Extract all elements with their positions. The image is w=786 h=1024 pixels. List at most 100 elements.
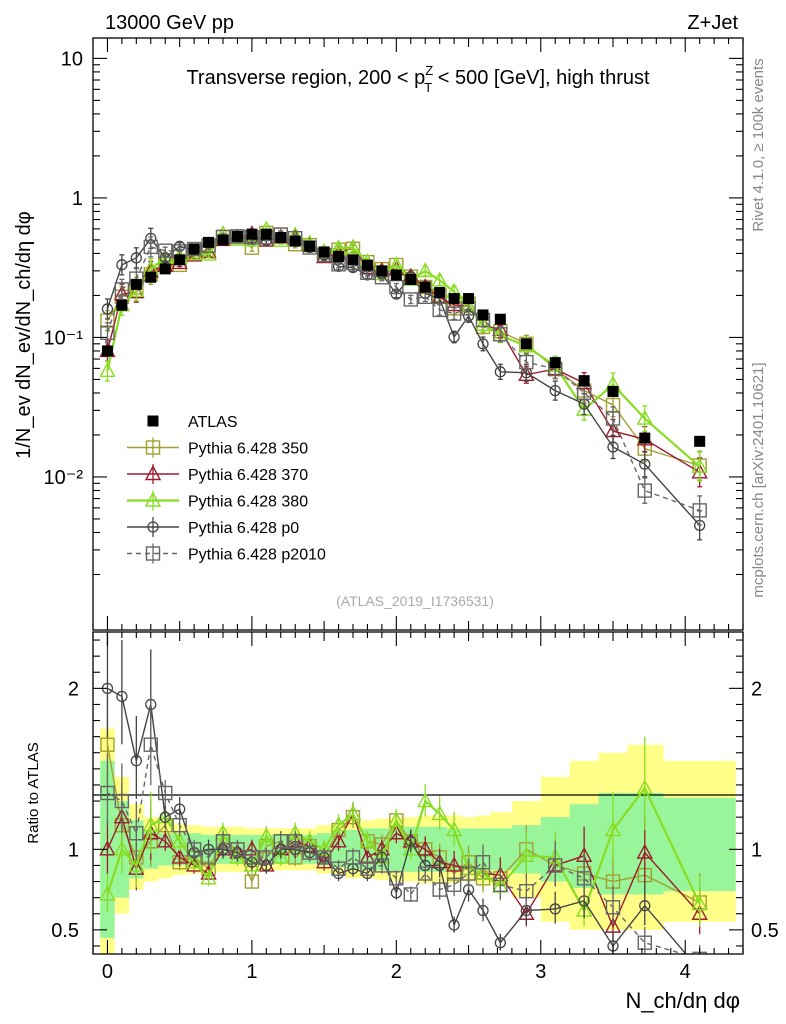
- legend-marker: [147, 415, 159, 427]
- main-series-point: [417, 262, 434, 278]
- ratio-y-tick-label-left: 1: [68, 839, 79, 861]
- ratio-series-point: [129, 826, 144, 841]
- ratio-series-point: [576, 871, 592, 886]
- main-series-point: [493, 327, 508, 342]
- ratio-series-point: [230, 842, 245, 857]
- side-notes: Rivet 4.1.0, ≥ 100k events mcplots.cern.…: [750, 58, 767, 597]
- atlas-data-point: [203, 236, 215, 248]
- legend-label: ATLAS: [188, 414, 238, 431]
- main-series-point: [639, 458, 651, 470]
- ratio-series-point: [691, 895, 708, 911]
- legend-label: Pythia 6.428 p2010: [188, 547, 326, 564]
- ratio-series-point: [636, 779, 653, 795]
- ratio-series-point: [477, 904, 489, 917]
- atlas-data-point: [260, 228, 272, 240]
- ratio-series-point: [390, 887, 402, 899]
- main-series-point: [186, 241, 202, 257]
- main-panel: 10 1 10⁻¹ 10⁻² Transverse region, 200 < pZ T…: [13, 37, 744, 631]
- main-series-point: [448, 331, 460, 343]
- ratio-series-line: [106, 812, 701, 929]
- ratio-series-point: [431, 804, 448, 821]
- ratio-series-point: [604, 821, 622, 837]
- mcplots-label: mcplots.cern.ch [arXiv:2401.10621]: [750, 362, 767, 597]
- atlas-data-points: [101, 228, 706, 447]
- main-series-point: [691, 457, 708, 473]
- ratio-series-point: [159, 811, 171, 823]
- main-series-point: [576, 385, 592, 400]
- atlas-data-point: [361, 259, 373, 271]
- ratio-series-line: [107, 687, 687, 954]
- ratio-series-point: [330, 816, 347, 832]
- main-frame: [92, 37, 744, 631]
- main-y-tick-label: 10⁻²: [44, 467, 84, 489]
- main-y-tick-label: 10⁻¹: [44, 327, 84, 349]
- ratio-series-point: [288, 834, 303, 849]
- atlas-data-point: [477, 309, 489, 321]
- main-series-line: [106, 236, 701, 526]
- atlas-data-point: [520, 338, 532, 350]
- main-series-point: [692, 503, 707, 518]
- ratio-series-point: [302, 845, 317, 860]
- x-tick-label: 3: [535, 961, 546, 983]
- main-series-point: [549, 384, 561, 397]
- atlas-data-point: [376, 265, 388, 277]
- main-series-point: [158, 243, 173, 258]
- main-series-point: [446, 306, 462, 321]
- main-series-point: [519, 354, 534, 370]
- ratio-x-ticks: 0 1 2 3 4: [92, 632, 744, 983]
- atlas-data-point: [463, 293, 475, 305]
- atlas-data-point: [275, 232, 287, 244]
- ratio-panel: 2 2 1 1 0.5 0.5 0 1 2 3 4 Ratio to ATLAS: [25, 631, 779, 983]
- x-tick-label: 0: [102, 961, 113, 983]
- atlas-data-point: [694, 435, 706, 447]
- main-series-line: [106, 233, 700, 512]
- ratio-series-point: [405, 835, 417, 847]
- ratio-series-point: [445, 821, 463, 837]
- ratio-series-point: [201, 850, 216, 865]
- ratio-series-point: [446, 877, 462, 892]
- atlas-data-point: [231, 230, 243, 242]
- main-series-point: [636, 409, 653, 425]
- atlas-data-point: [217, 234, 229, 246]
- x-tick-label: 4: [680, 961, 691, 983]
- atlas-data-point: [494, 313, 506, 325]
- title-part-2: < 500 [GeV], high thrust: [432, 67, 650, 89]
- inner-band-segment: [490, 828, 512, 871]
- ratio-y-tick-label-right: 0.5: [751, 920, 779, 942]
- legend-marker: [145, 546, 161, 561]
- main-series-point: [637, 483, 652, 498]
- ratio-series-point: [389, 871, 404, 886]
- ratio-series-layer: [99, 632, 708, 954]
- main-series-point: [99, 361, 116, 378]
- atlas-data-point: [174, 254, 186, 266]
- main-y-axis-label: 1/N_ev dN_ev/dN_ch/dη dφ: [13, 211, 35, 459]
- ratio-series-point: [548, 858, 563, 873]
- ratio-series-line: [106, 744, 700, 904]
- atlas-data-point: [434, 286, 446, 298]
- ratio-series-point: [475, 855, 491, 870]
- ratio-series-point: [403, 887, 418, 902]
- ratio-series-point: [418, 866, 433, 881]
- ratio-series-point: [171, 848, 188, 864]
- ratio-series-point: [185, 853, 203, 869]
- ratio-series-point: [344, 804, 362, 821]
- ratio-series-4: [100, 696, 707, 954]
- ratio-series-point: [171, 832, 188, 848]
- ratio-series-point: [99, 840, 116, 856]
- main-series-point: [432, 302, 447, 318]
- atlas-data-point: [130, 278, 142, 290]
- ratio-series-point: [130, 755, 142, 767]
- ratio-series-3: [101, 632, 687, 954]
- ratio-series-point: [636, 843, 653, 859]
- atlas-data-point: [448, 293, 460, 305]
- ratio-series-point: [374, 858, 390, 873]
- main-series-point: [344, 238, 362, 254]
- ratio-series-point: [157, 832, 174, 848]
- ratio-series-point: [100, 737, 115, 752]
- rivet-label: Rivet 4.1.0, ≥ 100k events: [750, 58, 767, 231]
- x-axis-label: N_ch/dη dφ: [625, 988, 740, 1013]
- ratio-series-point: [518, 846, 535, 862]
- legend-marker: [144, 491, 162, 507]
- main-series-point: [200, 245, 217, 261]
- atlas-data-point: [145, 271, 157, 283]
